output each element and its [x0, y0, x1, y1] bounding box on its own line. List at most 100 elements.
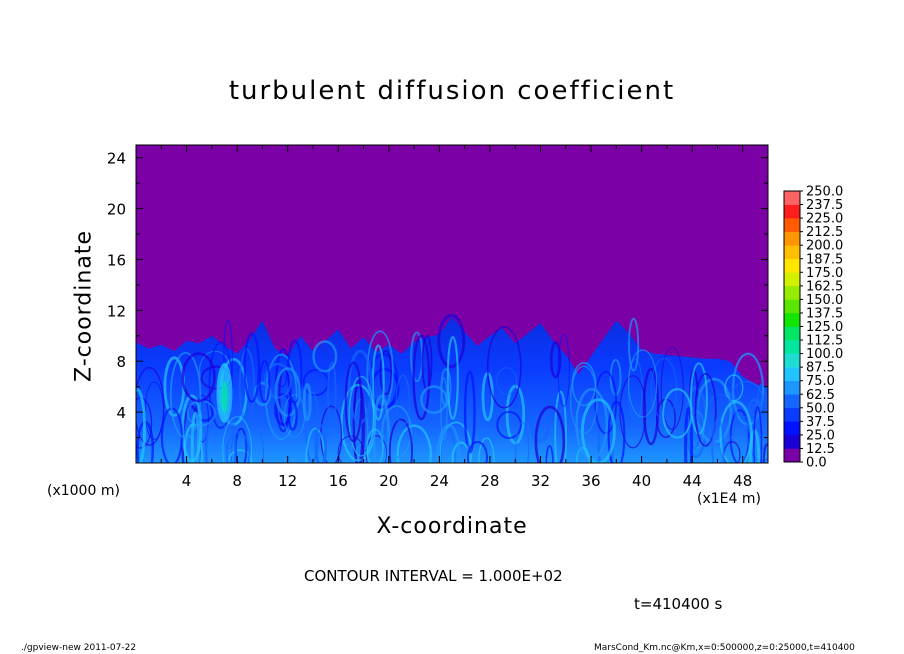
colorbar-swatch: [784, 353, 800, 368]
eddy-swirl: [694, 372, 717, 447]
x-tick-label: 36: [581, 472, 600, 490]
eddy-swirl: [515, 422, 530, 463]
colorbar-level-label: 162.5: [806, 279, 843, 294]
x-axis-label: X-coordinate: [376, 514, 528, 539]
eddy-swirl: [230, 413, 265, 463]
eddy-swirl: [451, 441, 471, 463]
eddy-swirl: [642, 367, 660, 446]
eddy-swirl: [259, 360, 271, 404]
x-tick-label: 4: [182, 472, 192, 490]
eddy-swirl: [344, 361, 363, 443]
eddy-swirl: [348, 375, 375, 457]
eddy-swirl: [478, 437, 495, 463]
colorbar-level-label: 75.0: [806, 374, 835, 389]
colorbar-swatch: [784, 285, 800, 300]
colorbar-swatch: [784, 272, 800, 287]
colorbar-swatch: [784, 191, 800, 205]
eddy-swirl: [580, 398, 616, 463]
colorbar-level-label: 112.5: [806, 334, 843, 349]
eddy-swirl: [169, 351, 202, 439]
x-tick-label: 16: [329, 472, 348, 490]
eddy-swirl: [314, 424, 327, 463]
eddy-swirl: [446, 335, 459, 420]
colorbar-swatch: [784, 367, 800, 381]
eddy-swirl: [238, 348, 255, 425]
x-tick-label: 12: [278, 472, 297, 490]
colorbar-swatch: [784, 299, 800, 314]
colorbar-level-label: 62.5: [806, 388, 835, 403]
high-value-core: [221, 380, 228, 413]
plot-area: [135, 144, 769, 464]
colorbar-level-label: 250.0: [806, 185, 843, 200]
field-texture: [136, 313, 768, 463]
colorbar-level-label: 200.0: [806, 239, 843, 254]
eddy-swirl: [467, 441, 488, 463]
colorbar-level-label: 137.5: [806, 306, 843, 321]
eddy-swirl: [569, 365, 598, 434]
time-label: t=410400 s: [634, 595, 723, 613]
eddy-swirl: [628, 317, 640, 372]
colorbar-swatch: [784, 218, 800, 232]
eddy-swirl: [753, 406, 763, 463]
x-tick-label: 40: [632, 472, 651, 490]
colorbar-swatch: [784, 231, 800, 246]
eddy-swirl: [534, 405, 566, 463]
contour-interval-label: CONTOUR INTERVAL = 1.000E+02: [304, 567, 563, 585]
eddy-swirl: [724, 374, 744, 402]
eddy-swirl: [440, 428, 456, 463]
y-tick-label: 24: [107, 150, 126, 168]
eddy-swirl: [575, 446, 591, 463]
y-tick-label: 20: [107, 201, 126, 219]
eddy-swirl: [545, 445, 554, 463]
colorbar-swatch: [784, 258, 800, 273]
eddy-swirl: [660, 346, 684, 430]
chart-title: turbulent diffusion coefficient: [228, 76, 676, 106]
colorbar-swatch: [784, 407, 800, 422]
colorbar-level-label: 237.5: [806, 198, 843, 213]
colorbar-swatch: [784, 245, 800, 260]
plot-frame: [135, 144, 769, 464]
colorbar-level-label: 12.5: [806, 442, 835, 457]
x-tick-label: 48: [733, 472, 752, 490]
eddy-swirl: [554, 390, 567, 463]
colorbar-level-label: 187.5: [806, 252, 843, 267]
colorbar-swatch: [784, 394, 800, 409]
eddy-swirl: [486, 326, 522, 409]
eddy-swirl: [181, 352, 216, 403]
eddy-swirl: [243, 332, 260, 403]
eddy-swirl: [412, 334, 431, 421]
eddy-swirl: [436, 423, 461, 463]
x-tick-label: 20: [379, 472, 398, 490]
eddy-swirl: [440, 377, 448, 441]
eddy-swirl: [388, 418, 413, 463]
eddy-swirl: [264, 362, 293, 399]
colorbar-swatch: [784, 340, 800, 354]
colorbar-swatch: [784, 434, 800, 449]
eddy-swirl: [684, 406, 694, 463]
colorbar-level-label: 212.5: [806, 225, 843, 240]
colorbar-swatch: [784, 380, 800, 395]
colorbar: 0.012.525.037.550.062.575.087.5100.0112.…: [783, 185, 843, 471]
colorbar-level-label: 150.0: [806, 293, 843, 308]
colorbar-level-label: 0.0: [806, 456, 827, 471]
colorbar-level-label: 125.0: [806, 320, 843, 335]
x-tick-label: 44: [683, 472, 702, 490]
eddy-swirl: [627, 349, 658, 418]
x-axis-unit: (x1000 m): [47, 483, 120, 499]
y-tick-label: 12: [107, 302, 126, 320]
colorbar-level-label: 50.0: [806, 401, 835, 416]
eddy-swirl: [136, 388, 147, 463]
eddy-swirl: [496, 367, 518, 395]
y-axis-ticks: 4 8 12 16 20 24: [107, 150, 768, 439]
x-axis-ticks: 4 8 12 16 20 24 28 32 36 40 44 48: [160, 145, 752, 490]
eddy-swirl: [711, 418, 725, 463]
eddy-swirl: [695, 392, 707, 425]
eddy-swirl: [557, 334, 570, 407]
eddy-swirl: [327, 361, 337, 427]
x-tick-label: 24: [430, 472, 449, 490]
eddy-swirl: [549, 341, 562, 379]
eddy-swirl: [372, 394, 391, 463]
y-tick-label: 8: [116, 353, 126, 371]
footer-program-info: ./gpview-new 2011-07-22: [21, 643, 137, 653]
